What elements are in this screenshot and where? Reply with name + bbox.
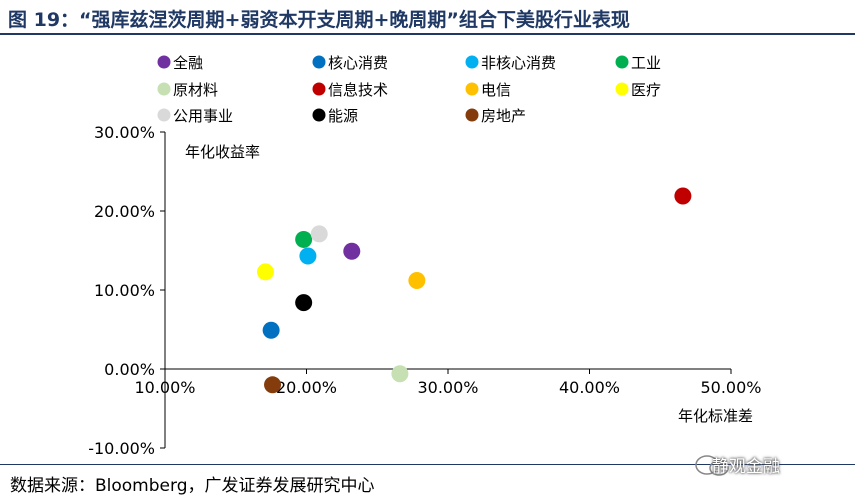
legend-label: 核心消费 — [328, 54, 388, 72]
data-point — [674, 187, 692, 205]
chart-axes — [164, 132, 731, 448]
x-tick-label: 40.00% — [559, 378, 620, 397]
x-tick-label: 10.00% — [134, 378, 195, 397]
x-tick-label: 20.00% — [276, 378, 337, 397]
legend-marker — [615, 82, 629, 96]
legend-marker — [157, 82, 171, 96]
footer-divider — [0, 464, 855, 465]
y-tick-label: 10.00% — [94, 281, 155, 300]
data-point — [264, 376, 282, 394]
watermark-text: 静观金融 — [712, 457, 780, 477]
legend-label: 全融 — [173, 54, 203, 72]
y-tick-label: 30.00% — [94, 123, 155, 142]
legend-marker — [312, 108, 326, 122]
y-tick-label: -10.00% — [88, 439, 155, 458]
data-point — [310, 225, 328, 243]
legend-label: 工业 — [631, 54, 661, 72]
legend-marker — [157, 108, 171, 122]
legend-marker — [312, 55, 326, 69]
data-point — [295, 294, 313, 312]
legend-marker — [465, 108, 479, 122]
y-tick-label: 0.00% — [104, 360, 155, 379]
y-axis-label: 年化收益率 — [185, 143, 260, 161]
y-tick-label: 20.00% — [94, 202, 155, 221]
x-tick-label: 50.00% — [700, 378, 761, 397]
data-point — [408, 272, 426, 290]
data-point — [262, 321, 280, 339]
legend-marker — [465, 55, 479, 69]
legend-marker — [312, 82, 326, 96]
legend-label: 能源 — [328, 107, 358, 125]
figure-title: 图 19：“强库兹涅茨周期+弱资本开支周期+晚周期”组合下美股行业表现 — [8, 9, 630, 31]
legend-label: 信息技术 — [328, 81, 388, 99]
legend-marker — [465, 82, 479, 96]
data-point — [391, 365, 409, 383]
x-tick-label: 30.00% — [417, 378, 478, 397]
legend-label: 电信 — [481, 81, 511, 99]
legend-label: 非核心消费 — [481, 54, 556, 72]
legend-label: 原材料 — [173, 81, 218, 99]
data-point — [295, 230, 313, 248]
data-point — [256, 263, 274, 281]
legend-label: 房地产 — [481, 107, 526, 125]
legend-marker — [615, 55, 629, 69]
legend-label: 公用事业 — [173, 107, 233, 125]
data-point — [299, 247, 317, 265]
wechat-icon — [695, 455, 729, 476]
x-axis-label: 年化标准差 — [678, 407, 753, 425]
title-divider — [0, 33, 855, 35]
legend-marker — [157, 55, 171, 69]
axis-ticks: -10.00%0.00%10.00%20.00%30.00%10.00% 20.0… — [88, 123, 761, 458]
source-note: 数据来源：Bloomberg，广发证券发展研究中心 — [10, 476, 375, 496]
legend-label: 医疗 — [631, 81, 661, 99]
data-points — [256, 187, 692, 394]
data-point — [343, 242, 361, 260]
